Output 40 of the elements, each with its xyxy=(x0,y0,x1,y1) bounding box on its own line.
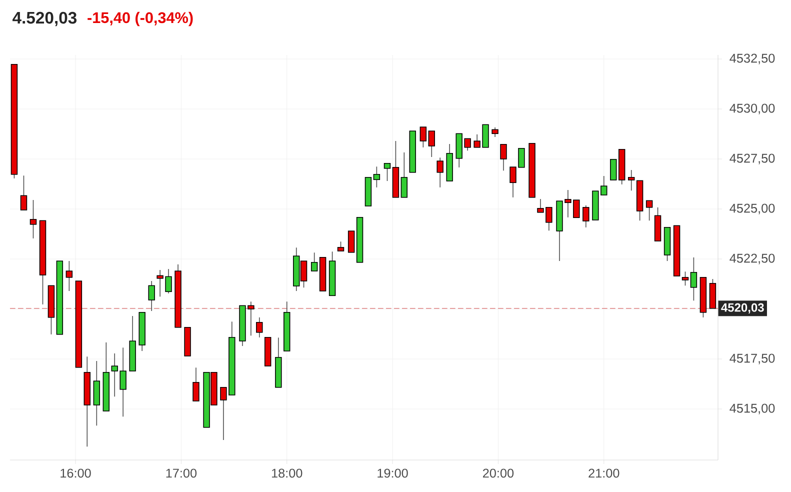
y-tick-label: 4517,50 xyxy=(730,354,775,364)
ref-line-label: 4520,03 xyxy=(721,303,764,314)
x-tick-label: 20:00 xyxy=(482,468,514,478)
candlestick xyxy=(628,170,635,191)
candlestick xyxy=(20,175,28,210)
candlestick xyxy=(66,260,73,292)
candlestick xyxy=(93,360,100,426)
candlestick xyxy=(256,316,263,338)
x-tick-label: 18:00 xyxy=(272,468,302,478)
y-tick-label: 4515,00 xyxy=(730,404,775,414)
x-tick-label: 21:00 xyxy=(588,468,620,478)
candlestick xyxy=(436,157,444,188)
candlestick xyxy=(420,126,427,148)
y-tick-label: 4527,50 xyxy=(730,154,775,164)
chart-title: 4.520,03 xyxy=(12,12,77,26)
y-tick-label: 4530,00 xyxy=(730,104,775,114)
candlestick xyxy=(373,166,380,188)
candlestick xyxy=(30,200,37,239)
candlestick xyxy=(682,271,689,286)
candlestick xyxy=(384,163,391,182)
x-tick-label: 19:00 xyxy=(378,468,408,478)
candlestick xyxy=(192,367,200,402)
candlestick xyxy=(492,126,498,138)
candlestick xyxy=(428,130,435,158)
candlestick xyxy=(400,152,408,198)
candlestick xyxy=(646,200,653,221)
candlestick xyxy=(348,230,355,253)
candlestick xyxy=(690,256,698,301)
candlestick xyxy=(148,280,155,312)
candlestick xyxy=(310,252,318,272)
y-tick-label: 4525,00 xyxy=(730,204,775,214)
candlestick xyxy=(337,241,344,252)
candlestick xyxy=(500,144,507,171)
candlestick xyxy=(582,205,590,228)
y-tick-label: 4532,50 xyxy=(730,54,775,64)
x-tick-label: 17:00 xyxy=(166,468,197,478)
x-tick-label: 16:00 xyxy=(60,468,91,478)
chart-subtitle: -15,40 (-0,34%) xyxy=(88,12,193,26)
candlestick xyxy=(610,158,617,180)
y-tick-label: 4522,50 xyxy=(730,254,775,264)
